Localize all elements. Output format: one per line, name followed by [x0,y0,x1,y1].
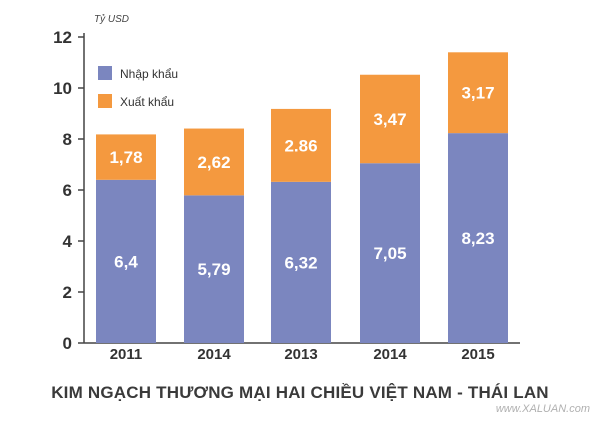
bar-nhap-khau [184,195,244,343]
y-axis-label: Tỷ USD [94,13,129,25]
chart-title: KIM NGẠCH THƯƠNG MẠI HAI CHIỀU VIỆT NAM … [51,383,549,402]
x-tick-label: 2014 [373,346,407,363]
bar-xuat-khau [184,128,244,196]
y-tick-label: 0 [63,334,72,353]
x-tick-label: 2014 [197,346,231,363]
x-tick-label: 2011 [110,346,143,363]
y-tick-label: 4 [63,232,73,251]
data-label: 2,62 [197,153,230,172]
data-label: 6,32 [284,253,317,272]
legend-label: Xuất khẩu [120,95,174,109]
y-tick-label: 8 [63,130,72,149]
y-tick-label: 12 [53,28,72,47]
bar-xuat-khau [96,134,156,180]
data-label: 3,17 [461,84,494,103]
data-label: 2.86 [284,136,317,155]
bar-nhap-khau [271,181,331,343]
bar-xuat-khau [448,52,508,134]
legend-swatch [98,94,112,108]
bar-nhap-khau [360,163,420,343]
data-label: 1,78 [109,148,142,167]
data-label: 7,05 [373,244,406,263]
bar-nhap-khau [96,179,156,343]
bar-xuat-khau [271,108,331,182]
data-label: 6,4 [114,252,138,271]
legend-label: Nhập khẩu [120,67,178,81]
y-tick-label: 10 [53,79,72,98]
x-tick-label: 2015 [461,346,494,363]
data-label: 5,79 [197,260,230,279]
legend-swatch [98,66,112,80]
bar-xuat-khau [360,74,420,164]
y-tick-label: 2 [63,283,72,302]
data-label: 8,23 [461,229,494,248]
data-label: 3,47 [373,110,406,129]
watermark: www.XALUAN.com [495,403,590,415]
y-tick-label: 6 [63,181,72,200]
x-tick-label: 2013 [284,346,317,363]
bar-nhap-khau [448,133,508,343]
